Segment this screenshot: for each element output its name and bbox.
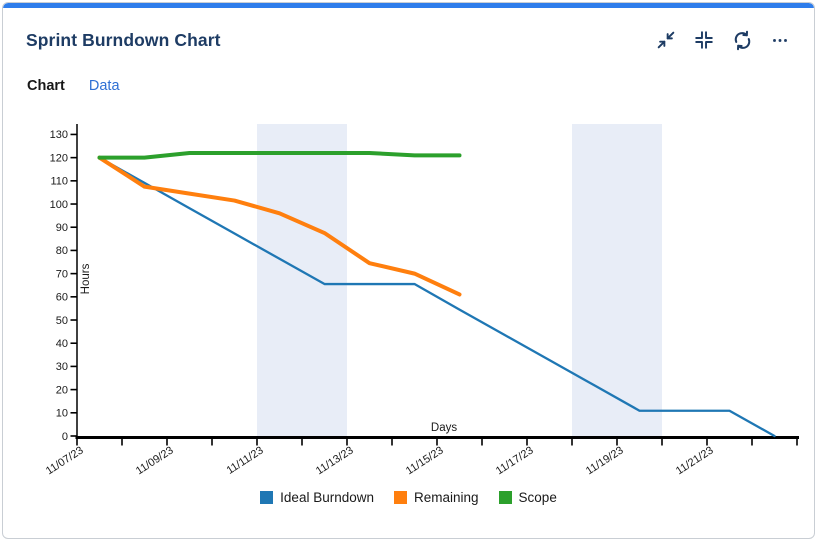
legend-label: Scope	[518, 490, 557, 505]
y-tick-label: 80	[56, 245, 68, 257]
y-tick-label: 130	[50, 129, 68, 141]
y-tick-label: 120	[50, 152, 68, 164]
y-tick-label: 40	[56, 338, 68, 350]
y-tick-label: 90	[56, 222, 68, 234]
x-tick-label: 11/11/23	[225, 444, 266, 476]
widget-header: Sprint Burndown Chart	[3, 8, 814, 54]
y-tick-label: 10	[56, 408, 68, 420]
x-tick-label: 11/07/23	[44, 444, 86, 477]
more-options-button[interactable]	[766, 26, 794, 54]
x-axis: 11/07/23 11/09/23 11/11/23 11/13/23 11/15/23…	[44, 439, 798, 477]
legend-item[interactable]: Scope	[498, 490, 557, 505]
refresh-button[interactable]	[728, 26, 756, 54]
legend-label: Ideal Burndown	[280, 490, 374, 505]
legend-swatch	[260, 491, 274, 504]
refresh-icon	[731, 29, 754, 52]
y-tick-label: 70	[56, 268, 68, 280]
widget-toolbar	[652, 26, 794, 54]
y-tick-label: 110	[50, 176, 68, 188]
series-line-remaining	[97, 155, 462, 297]
x-tick-label: 11/21/23	[674, 444, 716, 477]
weekend-band	[257, 124, 347, 436]
series-line-ideal-burndown	[98, 156, 776, 438]
page-title: Sprint Burndown Chart	[26, 29, 221, 50]
view-tabs: Chart Data	[27, 78, 814, 94]
collapse-arrows-icon	[655, 29, 677, 51]
x-tick-label: 11/17/23	[494, 444, 536, 477]
legend-label: Remaining	[414, 490, 479, 505]
legend-swatch	[394, 491, 407, 504]
legend-swatch	[498, 491, 512, 504]
y-tick-label: 20	[56, 384, 68, 396]
x-tick-label: 11/13/23	[314, 444, 356, 477]
y-tick-label: 50	[56, 315, 68, 327]
weekend-band	[572, 124, 662, 436]
x-tick-label: 11/19/23	[584, 444, 626, 477]
series-line-scope	[97, 150, 462, 160]
contract-button[interactable]	[690, 26, 718, 54]
x-axis-title: Days	[431, 422, 457, 434]
y-tick-label: 100	[50, 199, 68, 211]
legend-item[interactable]: Ideal Burndown	[260, 490, 374, 505]
tab-data[interactable]: Data	[88, 78, 120, 94]
y-axis-title: Hours	[80, 263, 92, 294]
x-tick-label: 11/09/23	[134, 444, 176, 477]
contract-corners-icon	[693, 29, 715, 51]
x-tick-label: 11/15/23	[404, 444, 446, 477]
weekend-bands	[257, 124, 662, 436]
ellipsis-icon	[769, 29, 791, 51]
widget-accent-bar	[3, 3, 814, 8]
chart-legend: Ideal Burndown Remaining Scope	[3, 490, 814, 505]
y-tick-label: 60	[56, 292, 68, 304]
y-tick-label: 0	[62, 431, 68, 443]
legend-item[interactable]: Remaining	[394, 490, 479, 505]
y-axis: 0 10 20 30 40 50 60 70 80 90 100 110 120 130	[50, 129, 77, 443]
collapse-button[interactable]	[652, 26, 680, 54]
tab-chart[interactable]: Chart	[27, 78, 65, 94]
y-tick-label: 30	[56, 361, 68, 373]
